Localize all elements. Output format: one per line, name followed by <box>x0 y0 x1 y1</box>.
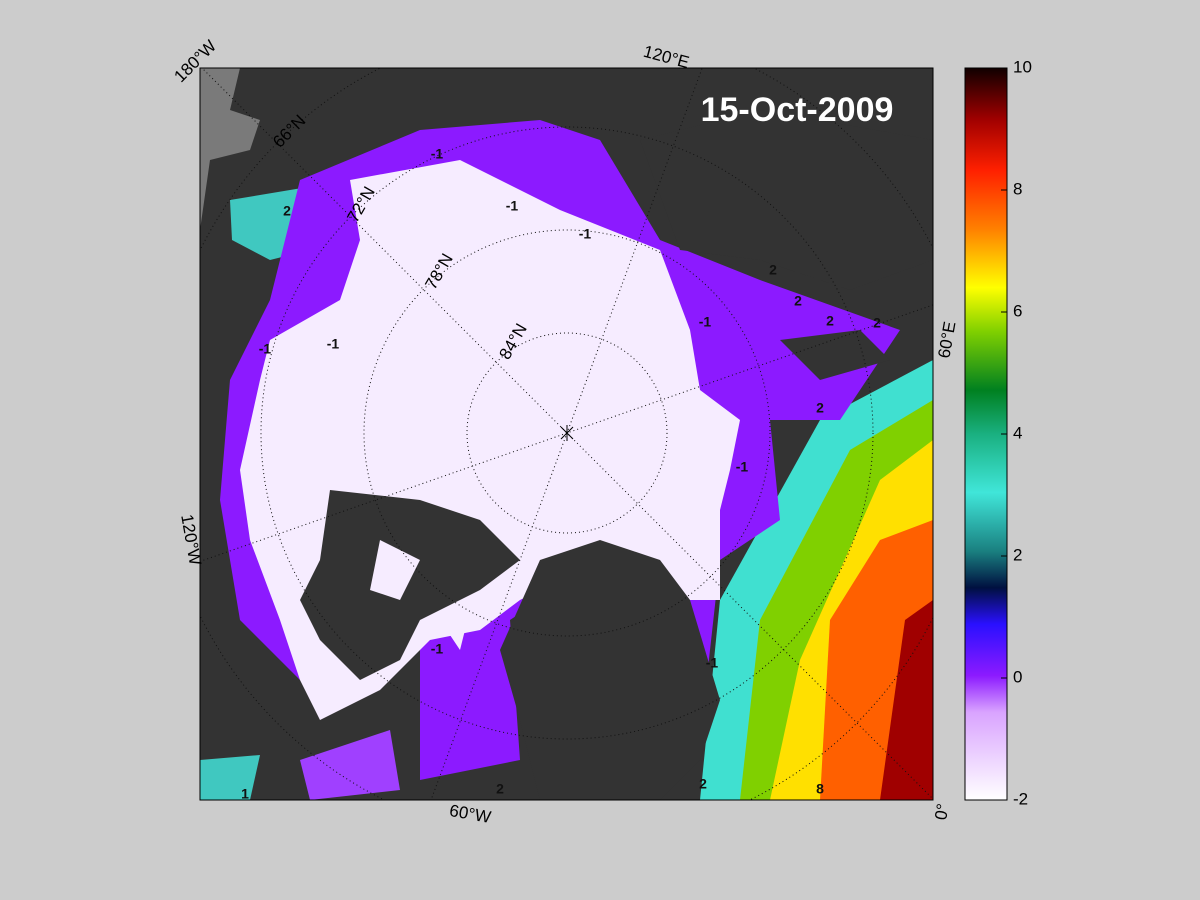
contour-label: 2 <box>283 203 291 219</box>
pole <box>560 425 574 441</box>
contour-label: 1 <box>241 786 249 802</box>
contour-label: -1 <box>431 146 444 162</box>
contour-label: -1 <box>699 314 712 330</box>
contour-label: 2 <box>826 313 834 329</box>
colorbar-tick-label: 10 <box>1013 57 1032 76</box>
contour-label: 2 <box>769 262 777 278</box>
colorbar-tick-label: 6 <box>1013 301 1022 320</box>
gray-land <box>200 68 260 230</box>
hudson-cyan <box>200 755 260 800</box>
graticule <box>466 332 668 534</box>
siberia <box>640 110 933 290</box>
contour-label: -1 <box>706 655 719 671</box>
contour-label: -1 <box>259 341 272 357</box>
archipelago <box>300 490 520 680</box>
contour-label: 2 <box>816 400 824 416</box>
graticule <box>363 229 771 637</box>
longitude-label: 0° <box>931 802 953 821</box>
baffin-purple <box>300 730 400 800</box>
contour-label: 2 <box>496 781 504 797</box>
contour-label: -1 <box>579 226 592 242</box>
greenland <box>500 540 720 800</box>
contour-label: 8 <box>816 781 824 797</box>
ocean-red <box>880 600 933 800</box>
map <box>200 68 933 800</box>
map-frame <box>199 67 934 801</box>
colorbar-tick-label: -2 <box>1013 789 1028 808</box>
contour-label: -1 <box>327 336 340 352</box>
date-title: 15-Oct-2009 <box>701 91 894 129</box>
colorbar-tick-label: 0 <box>1013 667 1022 686</box>
colorbar <box>964 67 1008 801</box>
colorbar-tick-label: 2 <box>1013 545 1022 564</box>
colorbar-tick-label: 4 <box>1013 423 1022 442</box>
contour-label: -1 <box>506 198 519 214</box>
contour-label: 2 <box>873 315 881 331</box>
contour-label: 2 <box>794 293 802 309</box>
contour-label: -1 <box>431 641 444 657</box>
novaya-zemlya <box>780 330 890 380</box>
colorbar-tick-label: 8 <box>1013 179 1022 198</box>
contour-label: 2 <box>699 776 707 792</box>
longitude-label: 60°E <box>934 320 959 360</box>
contour-label: -1 <box>736 459 749 475</box>
longitude-label: 60°W <box>448 801 492 827</box>
graticule <box>260 126 874 740</box>
channels <box>370 540 470 650</box>
